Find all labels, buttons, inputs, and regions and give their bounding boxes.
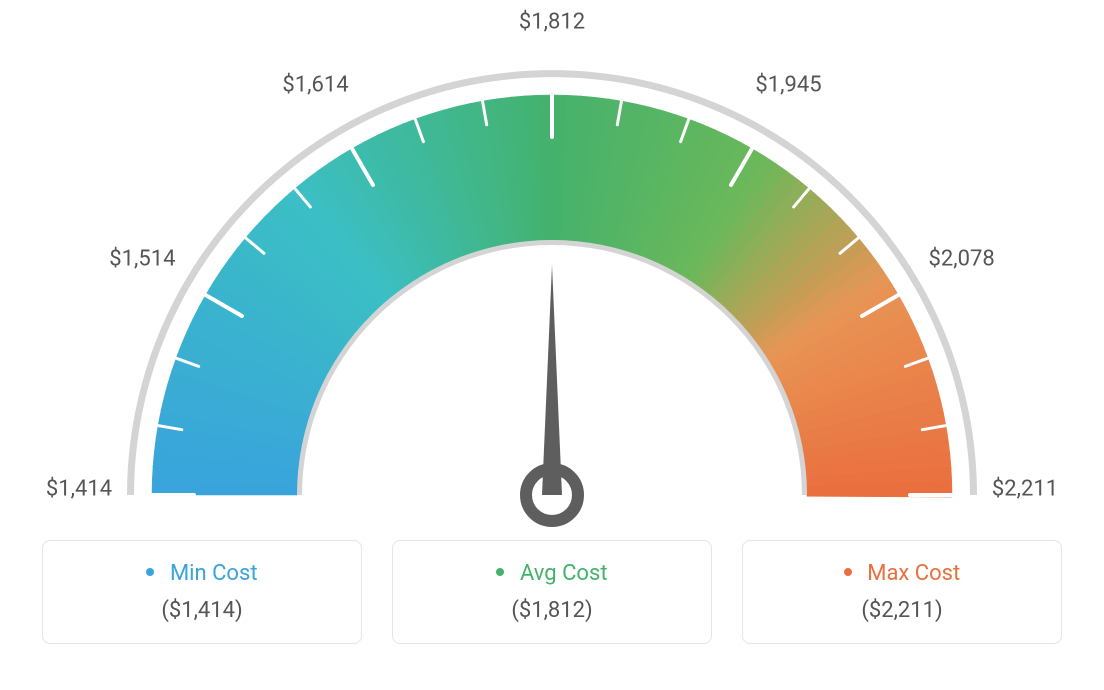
dot-icon	[844, 568, 852, 576]
legend-card-max: Max Cost ($2,211)	[742, 540, 1062, 644]
gauge-scale-label: $2,078	[929, 246, 995, 271]
gauge-scale-label: $1,414	[46, 477, 112, 502]
legend-title-max: Max Cost	[753, 561, 1051, 586]
legend-value-min: ($1,414)	[53, 598, 351, 623]
gauge-scale-label: $1,812	[519, 10, 585, 35]
legend-value-avg: ($1,812)	[403, 598, 701, 623]
gauge-scale-label: $1,514	[109, 246, 175, 271]
dot-icon	[496, 568, 504, 576]
cost-gauge: $1,414 $1,514 $1,614 $1,812 $1,945 $2,078 $2,2…	[0, 0, 1104, 530]
legend-row: Min Cost ($1,414) Avg Cost ($1,812) Max …	[0, 530, 1104, 664]
gauge-scale-label: $2,211	[992, 477, 1058, 502]
legend-title-avg: Avg Cost	[403, 561, 701, 586]
legend-value-max: ($2,211)	[753, 598, 1051, 623]
legend-card-avg: Avg Cost ($1,812)	[392, 540, 712, 644]
legend-title-max-text: Max Cost	[867, 561, 960, 586]
legend-card-min: Min Cost ($1,414)	[42, 540, 362, 644]
legend-title-avg-text: Avg Cost	[520, 561, 608, 586]
gauge-scale-label: $1,945	[755, 73, 821, 98]
dot-icon	[146, 568, 154, 576]
legend-title-min: Min Cost	[53, 561, 351, 586]
gauge-scale-label: $1,614	[282, 73, 348, 98]
legend-title-min-text: Min Cost	[170, 561, 258, 586]
